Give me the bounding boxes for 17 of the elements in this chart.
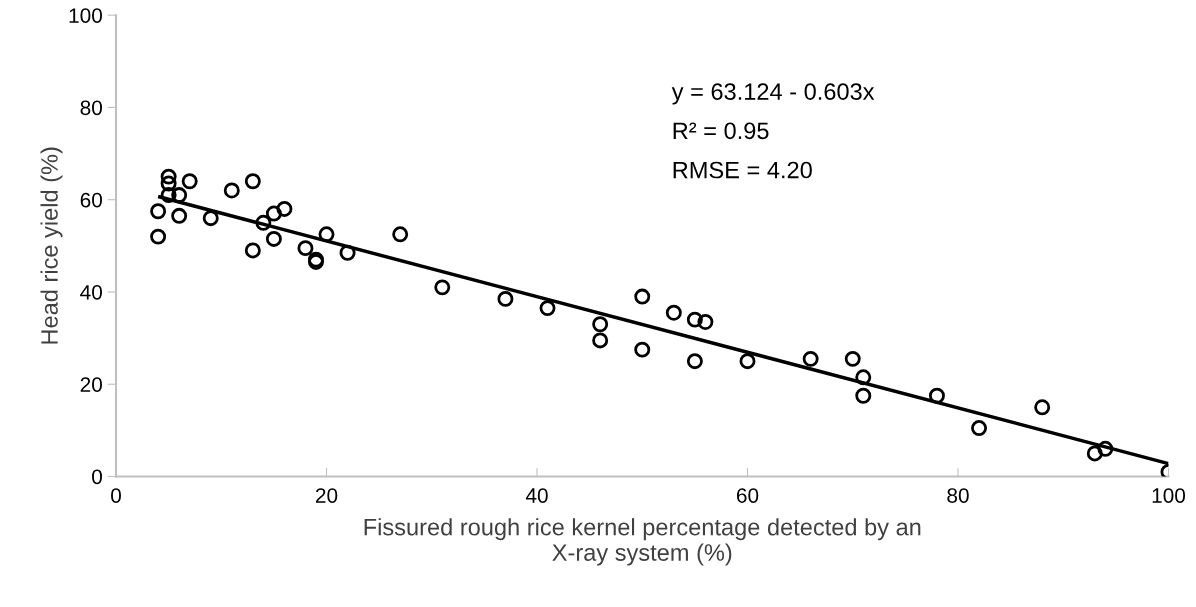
- x-tick-label: 100: [1152, 488, 1186, 503]
- x-tick-label: 0: [111, 488, 121, 503]
- y-tick-label: 80: [80, 100, 102, 116]
- x-tick-label: 80: [947, 488, 969, 503]
- y-tick-label: 40: [80, 284, 102, 300]
- y-tick-label: 20: [80, 377, 102, 392]
- y-tick-label: 60: [80, 192, 102, 208]
- x-tick-label: 60: [736, 488, 759, 503]
- annotation: RMSE = 4.20: [673, 161, 812, 179]
- y-axis-title: Head rice yield (%): [40, 147, 63, 344]
- y-tick-label: 0: [92, 469, 102, 485]
- x-axis-title: Fissured rough rice kernel percentage detected by an X-ray system (%): [364, 518, 921, 566]
- y-tick-label: 100: [69, 8, 103, 23]
- x-tick-label: 20: [315, 488, 338, 503]
- x-tick-label: 40: [525, 488, 548, 503]
- annotation: y = 63.124 - 0.603x: [671, 83, 875, 105]
- annotation: R² = 0.95: [673, 122, 769, 140]
